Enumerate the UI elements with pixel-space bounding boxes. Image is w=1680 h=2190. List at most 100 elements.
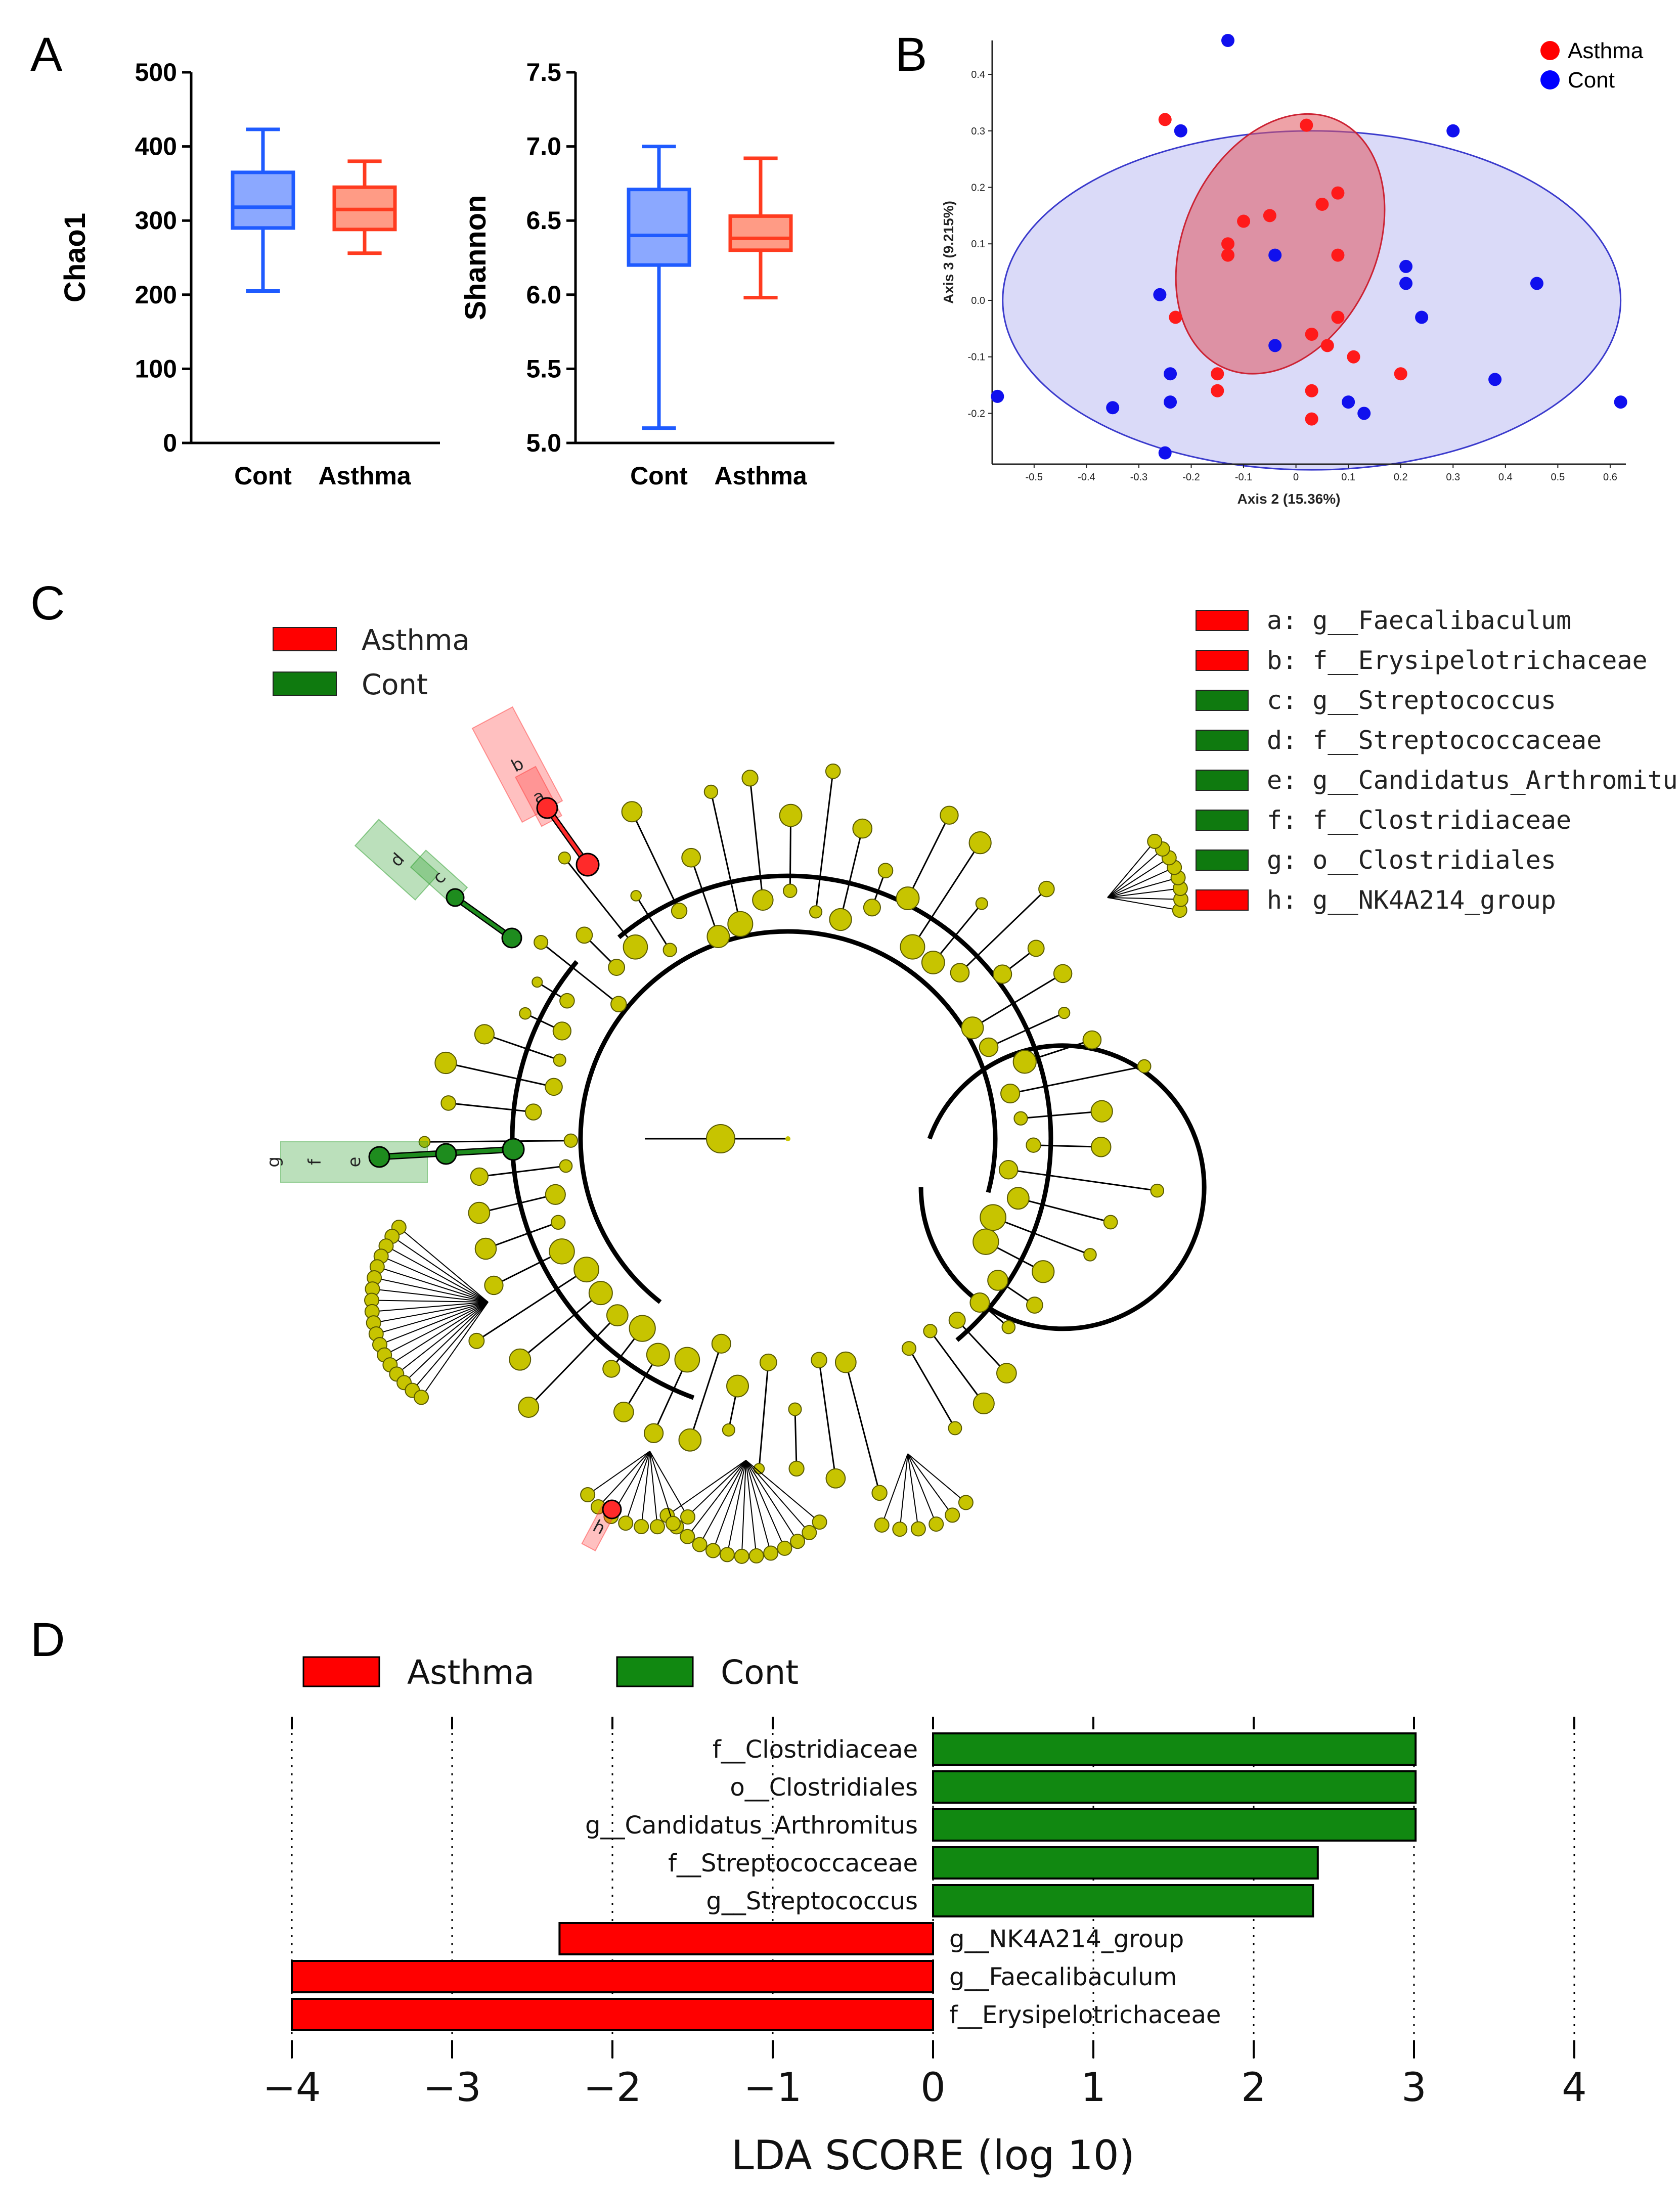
bar-f-streptococcaceae bbox=[932, 1846, 1319, 1880]
branch-line bbox=[959, 888, 1047, 973]
taxon-node bbox=[1026, 1137, 1041, 1153]
leaf-node bbox=[680, 1529, 695, 1544]
highlight-wedge bbox=[354, 819, 440, 901]
branch-line bbox=[1008, 1169, 1158, 1192]
x-tick-label: 0.3 bbox=[1446, 472, 1460, 483]
point-asthma bbox=[1221, 248, 1234, 262]
branch-line bbox=[476, 1269, 587, 1342]
branch-line bbox=[818, 1360, 836, 1479]
point-asthma bbox=[1331, 248, 1345, 262]
leaf-node bbox=[474, 1237, 497, 1260]
leaf-node bbox=[665, 1515, 681, 1531]
x-tick-label: 0 bbox=[920, 2065, 946, 2111]
leaf-node bbox=[474, 1024, 495, 1045]
point-asthma bbox=[1305, 328, 1318, 341]
taxon-node bbox=[662, 943, 677, 957]
leaf-node bbox=[734, 1548, 749, 1564]
point-asthma bbox=[1169, 310, 1182, 324]
branch-line bbox=[424, 1140, 571, 1143]
branch-line bbox=[446, 1062, 554, 1088]
taxon-node bbox=[972, 1228, 999, 1255]
branch-line bbox=[1107, 841, 1155, 898]
taxon-node bbox=[726, 1374, 749, 1398]
x-tick-label: 0.5 bbox=[1551, 472, 1565, 483]
branch-line bbox=[1107, 867, 1175, 898]
leaf-node bbox=[509, 1348, 532, 1371]
bar-label: g__NK4A214_group bbox=[949, 1925, 1184, 1953]
y-tick-label: 300 bbox=[135, 206, 177, 235]
leaf-node bbox=[877, 863, 894, 878]
leaf-node bbox=[613, 1402, 634, 1422]
branch-line bbox=[391, 1236, 489, 1303]
x-tick-label: 4 bbox=[1562, 2065, 1587, 2111]
shannon-boxplot: 5.0 5.5 6.0 6.5 7.0 7.5 Shannon Cont Asthma bbox=[459, 58, 834, 490]
point-cont bbox=[1153, 288, 1167, 301]
x-tick-label: 0.4 bbox=[1498, 472, 1513, 483]
key-label-d: d: f__Streptococcaceae bbox=[1267, 726, 1602, 755]
point-asthma bbox=[1320, 339, 1334, 352]
branch-line bbox=[907, 1453, 966, 1503]
taxon-node bbox=[834, 1351, 857, 1373]
y-tick-label: 5.5 bbox=[526, 354, 561, 383]
y-tick-label: 6.5 bbox=[526, 206, 561, 235]
leaf-node bbox=[802, 1525, 817, 1540]
cladogram-ring bbox=[510, 960, 695, 1400]
leaf-node bbox=[580, 1487, 596, 1503]
panel-letter-b: B bbox=[895, 28, 927, 81]
y-tick-label: 5.0 bbox=[526, 429, 561, 457]
branch-line bbox=[598, 1451, 650, 1507]
x-tick-label: -0.1 bbox=[1235, 472, 1252, 483]
taxon-node bbox=[563, 1133, 578, 1148]
wedge-letter-e: e bbox=[344, 1157, 365, 1168]
leaf-node bbox=[434, 1051, 457, 1075]
branch-line bbox=[404, 1302, 489, 1383]
leaf-node bbox=[621, 801, 643, 823]
taxon-node bbox=[829, 908, 852, 931]
leaf-node bbox=[719, 1547, 735, 1562]
y-tick-label: -0.1 bbox=[968, 352, 985, 363]
y-tick-label: 100 bbox=[135, 354, 177, 383]
point-asthma bbox=[1331, 186, 1345, 200]
key-label-g: g: o__Clostridiales bbox=[1267, 845, 1556, 875]
taxon-node bbox=[629, 1315, 656, 1342]
iqr-box bbox=[728, 214, 793, 252]
bar-label: f__Streptococcaceae bbox=[668, 1849, 918, 1878]
wedge-letter-g: g bbox=[263, 1156, 284, 1168]
leaf-node bbox=[703, 784, 719, 799]
leaf-node bbox=[874, 1517, 890, 1533]
leaf-node bbox=[825, 763, 841, 779]
leaf-node bbox=[1058, 1006, 1071, 1019]
leaf-node bbox=[705, 1543, 721, 1558]
leaf-node bbox=[618, 1515, 634, 1531]
taxon-node bbox=[980, 1204, 1007, 1231]
leaf-node bbox=[975, 897, 988, 910]
branch-line bbox=[479, 1193, 556, 1214]
legend-swatch-asthma bbox=[302, 1656, 380, 1687]
branch-line bbox=[564, 857, 636, 948]
branch-line bbox=[448, 1102, 534, 1113]
leaf-node bbox=[940, 806, 959, 825]
branch-line bbox=[1107, 848, 1163, 898]
point-asthma bbox=[1263, 209, 1276, 222]
key-label-a: a: g__Faecalibaculum bbox=[1267, 606, 1571, 635]
taxon-node bbox=[674, 1347, 700, 1373]
legend-swatch-cont bbox=[273, 672, 337, 696]
branch-line bbox=[528, 1315, 618, 1408]
leaf-node bbox=[910, 1521, 926, 1537]
taxon-node bbox=[809, 905, 823, 919]
branch-line bbox=[374, 1277, 489, 1303]
taxon-node bbox=[1013, 1111, 1028, 1126]
branch-line bbox=[689, 1343, 722, 1441]
y-axis-title: Chao1 bbox=[59, 213, 92, 302]
bar-g-faecalibaculum bbox=[291, 1960, 934, 1993]
point-cont bbox=[1164, 367, 1177, 381]
taxon-node bbox=[606, 1304, 629, 1327]
legend-swatch-cont bbox=[616, 1656, 694, 1687]
leaf-node bbox=[1090, 1100, 1113, 1123]
leaf-node bbox=[484, 1275, 504, 1295]
branch-line bbox=[907, 1453, 953, 1515]
branch-line bbox=[845, 1362, 880, 1493]
taxon-node bbox=[549, 1238, 575, 1265]
